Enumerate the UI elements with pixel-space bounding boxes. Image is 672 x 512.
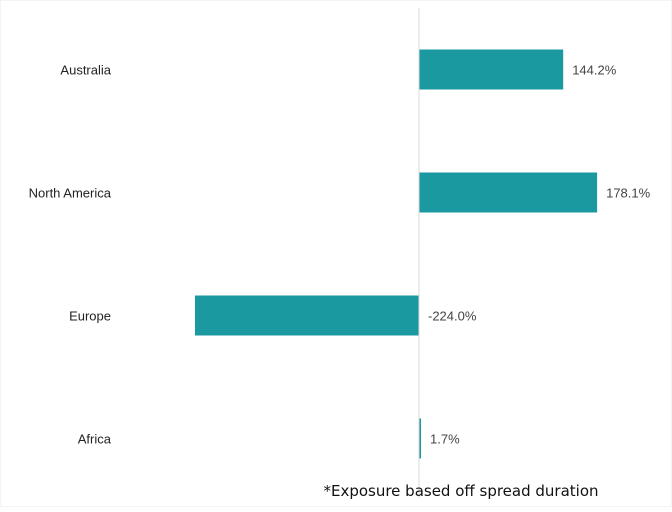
category-labels-group: Australia North America Europe Africa — [29, 63, 112, 447]
category-label-north-america: North America — [29, 186, 112, 201]
bar-africa — [419, 418, 421, 459]
bars-group — [195, 49, 598, 459]
category-label-africa: Africa — [78, 432, 112, 447]
bar-north-america — [419, 172, 598, 213]
data-label-australia: 144.2% — [572, 63, 617, 78]
data-label-north-america: 178.1% — [606, 186, 651, 201]
data-label-europe: -224.0% — [428, 309, 477, 324]
category-label-europe: Europe — [69, 309, 111, 324]
bar-europe — [195, 295, 419, 336]
footnote: *Exposure based off spread duration — [323, 482, 599, 500]
bar-australia — [419, 49, 564, 90]
data-label-africa: 1.7% — [430, 432, 460, 447]
category-label-australia: Australia — [60, 63, 111, 78]
value-labels-group: 144.2% 178.1% -224.0% 1.7% — [428, 63, 651, 447]
